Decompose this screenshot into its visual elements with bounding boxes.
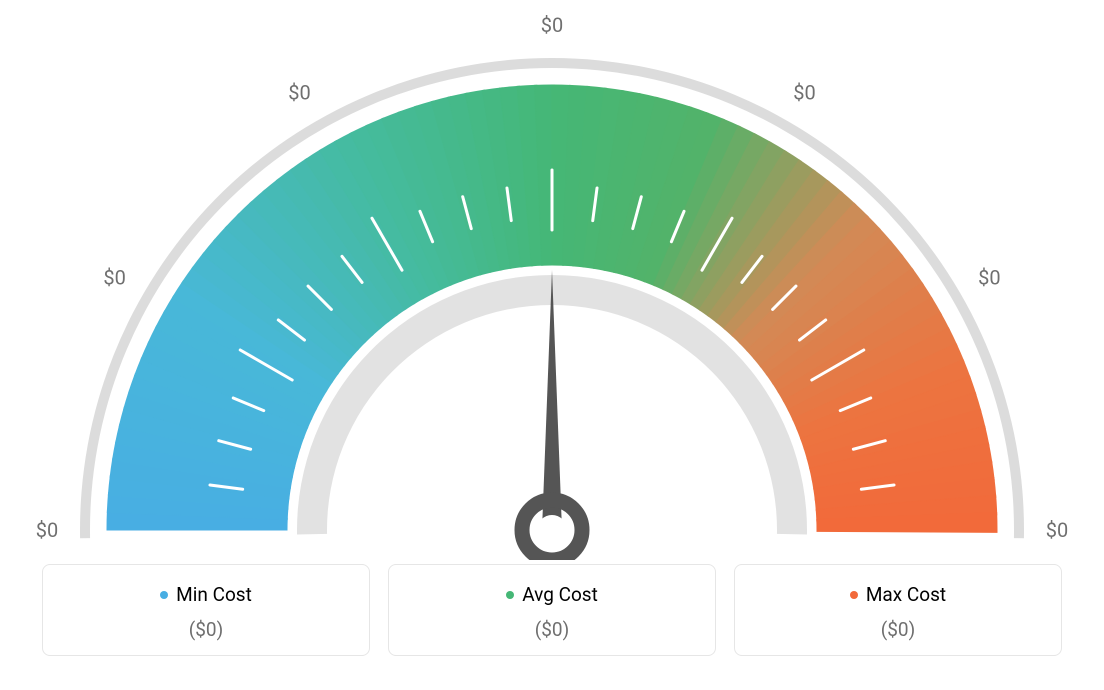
legend-dot-min <box>160 591 168 599</box>
svg-text:$0: $0 <box>288 81 310 105</box>
svg-text:$0: $0 <box>36 518 58 542</box>
legend-label-max: Max Cost <box>850 583 946 606</box>
svg-text:$0: $0 <box>103 266 125 290</box>
legend-text-avg: Avg Cost <box>522 583 598 606</box>
legend-dot-max <box>850 591 858 599</box>
svg-text:$0: $0 <box>793 81 815 105</box>
legend-text-max: Max Cost <box>866 583 946 606</box>
legend-card-max: Max Cost ($0) <box>734 564 1062 656</box>
legend-value-avg: ($0) <box>399 618 705 641</box>
legend-label-avg: Avg Cost <box>506 583 598 606</box>
legend-value-max: ($0) <box>745 618 1051 641</box>
legend-dot-avg <box>506 591 514 599</box>
svg-text:$0: $0 <box>1046 518 1068 542</box>
legend-value-min: ($0) <box>53 618 359 641</box>
legend-label-min: Min Cost <box>160 583 252 606</box>
gauge-container: $0 $0 $0 $0 $0 $0 $0 <box>0 0 1104 560</box>
legend-row: Min Cost ($0) Avg Cost ($0) Max Cost ($0… <box>0 564 1104 656</box>
svg-text:$0: $0 <box>978 266 1000 290</box>
legend-text-min: Min Cost <box>176 583 252 606</box>
legend-card-avg: Avg Cost ($0) <box>388 564 716 656</box>
gauge-chart: $0 $0 $0 $0 $0 $0 $0 <box>0 0 1104 560</box>
legend-card-min: Min Cost ($0) <box>42 564 370 656</box>
svg-text:$0: $0 <box>541 13 563 37</box>
